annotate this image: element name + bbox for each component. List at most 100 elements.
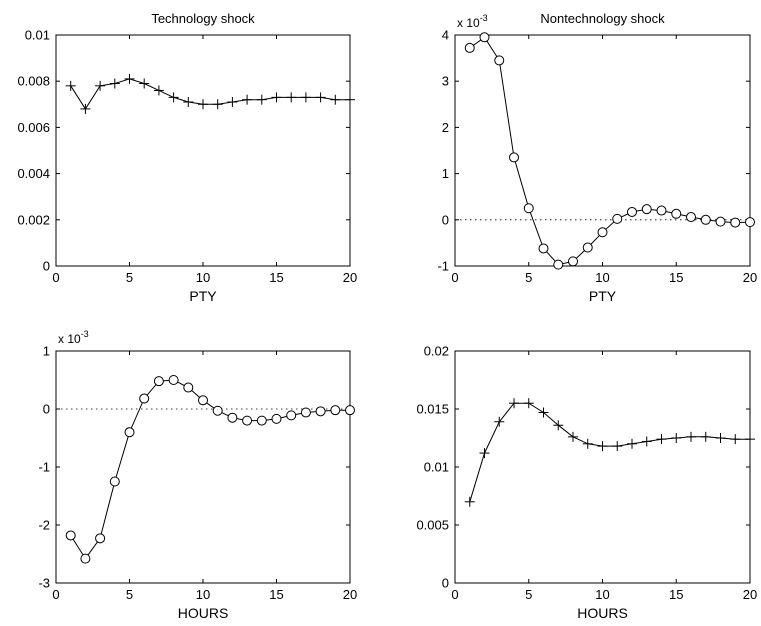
series-line [70,379,350,560]
y-tick-label: 0.006 [17,120,50,135]
x-tick-label: 0 [451,270,458,285]
x-axis-label: PTY [589,288,617,304]
data-point [286,410,297,421]
y-tick-label: -1 [437,259,449,274]
data-point [345,94,355,105]
data-point [568,431,578,442]
axis-multiplier: x 10-3 [457,13,488,30]
data-point [494,416,505,427]
data-point [671,208,682,219]
series-line [469,36,751,266]
data-point [700,214,711,225]
data-point [80,553,91,564]
data-point [730,217,741,228]
data-point [212,99,223,110]
series-line [469,402,750,502]
y-tick-label: 0 [442,212,449,227]
data-point [582,438,593,449]
x-tick-label: 5 [126,587,133,602]
data-point [242,94,253,105]
y-tick-label: 0.01 [424,460,449,475]
data-point [109,78,120,89]
data-point [509,152,519,163]
data-point [479,32,490,43]
y-tick-label: 1 [43,344,50,359]
data-point [494,55,505,66]
data-point [553,420,564,431]
data-point [227,412,238,423]
data-point [286,92,297,103]
data-point [627,206,637,217]
y-tick-label: 2 [442,120,449,135]
data-point [345,405,355,416]
y-tick-label: 0.008 [17,74,50,89]
panel-1: 0 5 10 15 20 0 0.002 0.004 0.006 0.008 0.01 Technol… [17,11,357,304]
panel-3: 0 5 10 15 20 -3 -2 -1 0 1 x 10-3 HOURS [38,329,357,621]
data-point [124,427,135,438]
data-point [656,434,667,445]
x-tick-label: 5 [525,270,532,285]
data-point [65,530,76,541]
x-tick-label: 10 [196,270,210,285]
data-point [641,204,652,215]
x-tick-label: 10 [595,587,609,602]
data-point [198,395,208,406]
data-point [538,243,549,254]
x-tick-label: 20 [343,587,357,602]
plot-frame [454,350,751,584]
data-point [700,431,711,442]
x-tick-label: 15 [269,587,283,602]
data-point [745,217,755,228]
y-tick-label: 3 [442,74,449,89]
plot-frame [55,350,351,584]
data-point [139,393,150,404]
y-tick-label: 1 [442,166,449,181]
data-point [656,205,667,216]
data-point [315,406,326,417]
data-point [627,438,637,449]
x-tick-label: 20 [743,270,757,285]
data-point [300,92,311,103]
data-point [227,96,238,107]
data-point [271,413,282,424]
data-point [509,398,519,409]
data-point [168,375,179,385]
data-point [65,80,76,91]
data-point [153,376,164,387]
x-tick-label: 5 [525,587,532,602]
data-point [464,496,475,507]
data-point [212,405,223,416]
data-point [523,398,534,409]
data-point [523,203,534,214]
x-tick-label: 0 [52,270,59,285]
x-tick-label: 20 [743,587,757,602]
data-point [553,259,564,270]
y-tick-label: 0.002 [17,212,50,227]
x-tick-label: 15 [269,270,283,285]
data-point [745,434,755,445]
x-tick-label: 15 [669,587,683,602]
y-tick-label: -1 [38,460,50,475]
data-point [95,80,106,91]
x-tick-label: 20 [343,270,357,285]
data-point [686,212,696,223]
data-point [568,256,578,267]
y-tick-label: 0 [442,576,449,591]
x-tick-label: 10 [196,587,210,602]
panel-title: Technology shock [151,11,255,26]
panel-4: 0 5 10 15 20 0 0.005 0.01 0.015 0.02 HOURS [416,344,757,622]
data-point [183,382,194,393]
data-point [582,242,593,253]
data-point [597,227,608,238]
x-tick-label: 0 [52,587,59,602]
y-tick-label: 0.004 [17,166,50,181]
data-point [597,441,608,452]
y-tick-label: 4 [442,28,449,43]
x-axis-label: HOURS [577,605,628,621]
panel-title: Nontechnology shock [540,11,665,26]
data-point [671,433,682,443]
x-tick-label: 0 [451,587,458,602]
y-tick-label: 0 [43,259,50,274]
